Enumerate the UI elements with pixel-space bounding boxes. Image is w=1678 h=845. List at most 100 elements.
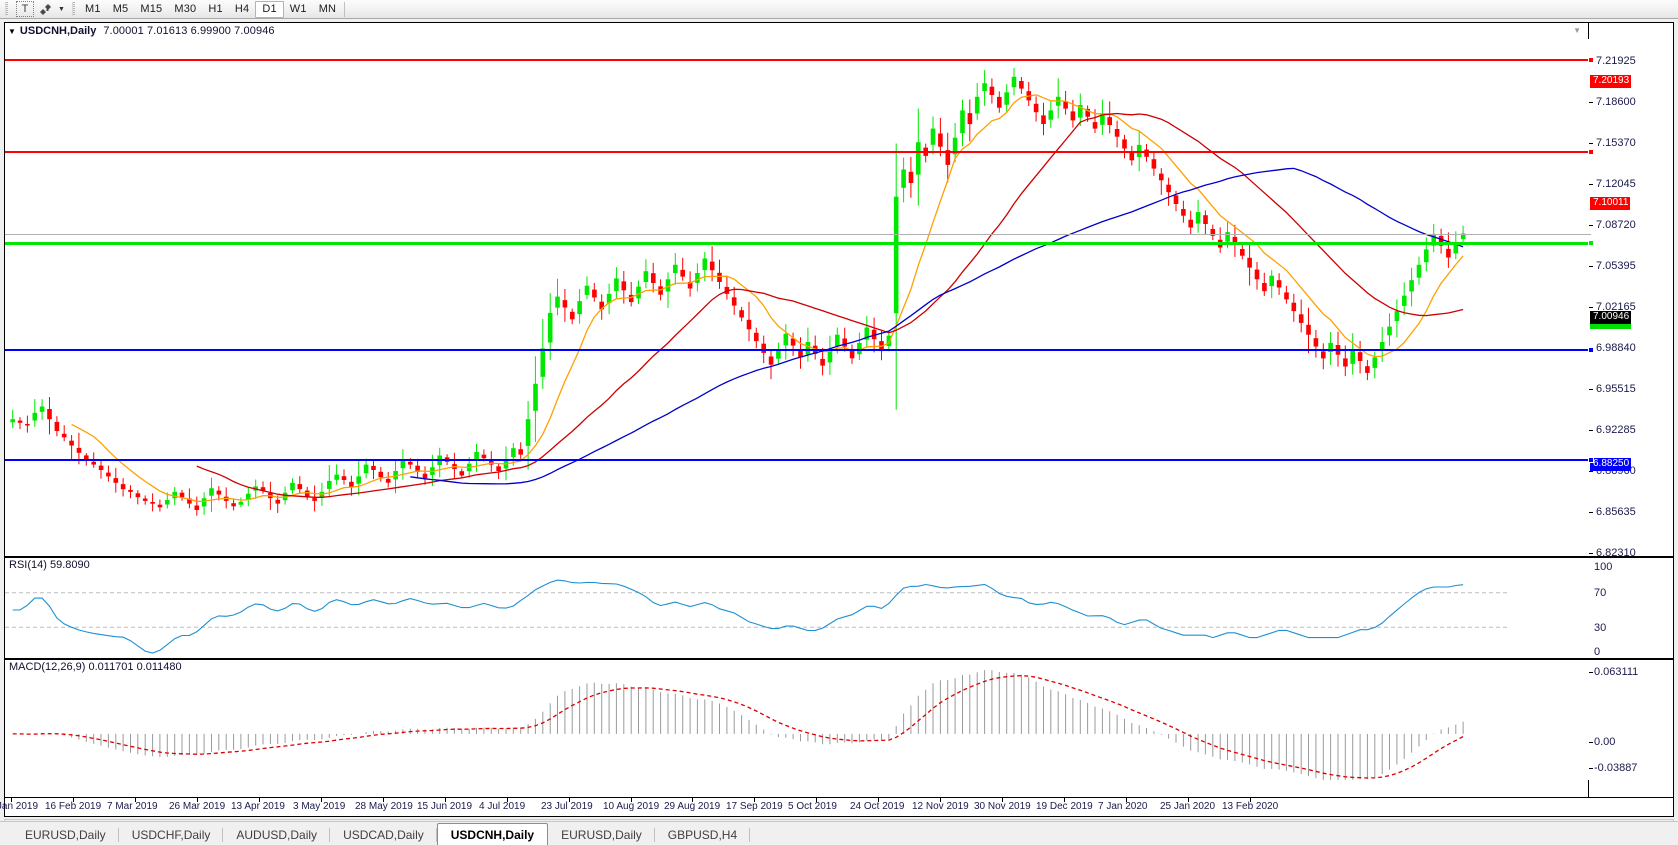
price-axis-tick [1589,553,1593,554]
price-axis-tick [1589,266,1593,267]
timeframe-mn[interactable]: MN [318,3,337,15]
macd-axis-label: -0.03887 [1594,762,1638,774]
date-axis-label: 17 Sep 2019 [726,801,783,812]
level-handle[interactable] [1588,57,1594,63]
chart-collapse-icon[interactable]: ▼ [1573,26,1581,35]
price-axis-tick [1589,143,1593,144]
tab-eurusd-daily-2[interactable]: EURUSD,Daily [548,825,655,845]
date-axis-tick [507,798,508,802]
timeframe-m15[interactable]: M15 [140,3,163,15]
date-axis-tick [569,798,570,802]
date-axis-tick [940,798,941,802]
date-axis-label: 10 Aug 2019 [603,801,660,812]
main-toolbar: T ▼ M1 M5 M15 M30 H1 H4 D1 W1 MN [0,0,1678,19]
rsi-axis-label: 70 [1594,587,1607,599]
chart-symbol-header: ▼ USDCNH,Daily 7.00001 7.01613 6.99900 7… [5,23,1673,39]
price-axis-label: 7.21925 [1596,55,1636,67]
level-line-7.10011[interactable] [5,149,1594,155]
rsi-chart-canvas[interactable] [5,558,1507,658]
tab-usdcad-daily[interactable]: USDCAD,Daily [330,825,437,845]
timeframe-m30[interactable]: M30 [174,3,197,15]
chart-frame[interactable]: ▼ USDCNH,Daily 7.00001 7.01613 6.99900 7… [0,22,1674,817]
price-axis-label: 7.02165 [1596,301,1636,313]
rsi-panel[interactable] [5,558,1673,658]
date-axis[interactable]: 29 Jan 2019 16 Feb 2019 7 Mar 2019 26 Mar 2… [0,797,1673,816]
timeframe-h1[interactable]: H1 [208,3,223,15]
date-axis-label: 16 Feb 2019 [45,801,102,812]
level-handle[interactable] [1588,457,1594,463]
price-axis-label: 7.18600 [1596,96,1636,108]
price-axis-tick [1589,389,1593,390]
tab-usdcnh-daily[interactable]: USDCNH,Daily [436,823,549,845]
level-line-7.20193[interactable] [5,57,1594,63]
tab-audusd-daily[interactable]: AUDUSD,Daily [223,825,330,845]
chart-menu-caret-icon[interactable]: ▼ [8,26,16,36]
date-axis-label: 23 Jul 2019 [541,801,593,812]
level-line-6.8825[interactable] [5,347,1594,353]
price-panel[interactable] [5,39,1673,556]
date-axis-tick [259,798,260,802]
macd-label: MACD(12,26,9) 0.011701 0.011480 [9,661,182,673]
date-axis-tick [73,798,74,802]
dropdown-arrow-icon[interactable]: ▼ [56,6,67,13]
toolbar-grip[interactable] [5,2,8,16]
price-axis-label: 6.98840 [1596,342,1636,354]
macd-chart-canvas[interactable] [5,660,1507,780]
date-axis-label: 24 Oct 2019 [850,801,905,812]
divider-price-rsi [5,556,1673,558]
price-axis-tick [1589,225,1593,226]
price-axis-label: 7.05395 [1596,260,1636,272]
tab-usdchf-daily[interactable]: USDCHF,Daily [119,825,224,845]
date-axis-label: 13 Apr 2019 [231,801,285,812]
timeframe-w1[interactable]: W1 [289,3,307,15]
divider-rsi-macd [5,658,1673,660]
date-axis-tick [11,798,12,802]
date-axis-label: 28 May 2019 [355,801,413,812]
macd-axis: 0.063111 0.00 -0.03887 [1589,660,1673,780]
date-axis-tick [135,798,136,802]
date-axis-tick [321,798,322,802]
level-line-7.00029[interactable] [5,240,1594,246]
chart-tab-bar[interactable]: EURUSD,Daily USDCHF,Daily AUDUSD,Daily U… [0,821,1678,845]
macd-axis-label: 0.063111 [1594,666,1639,678]
price-axis-label: 6.88960 [1596,465,1636,477]
indicators-glyph [39,3,51,15]
rsi-axis-label: 0 [1594,646,1601,658]
timeframe-grip[interactable] [72,2,75,16]
price-axis[interactable]: 7.21925 7.18600 7.15370 7.12045 7.08720 7.053… [1589,39,1673,764]
price-axis-label: 6.85635 [1596,506,1636,518]
timeframe-m5[interactable]: M5 [112,3,129,15]
timeframe-h4[interactable]: H4 [234,3,250,15]
indicators-icon[interactable] [34,0,56,18]
rsi-label: RSI(14) 59.8090 [9,559,90,571]
date-axis-label: 5 Oct 2019 [788,801,837,812]
timeframe-d1[interactable]: D1 [255,0,284,18]
timeframe-m1[interactable]: M1 [85,3,101,15]
text-tool-glyph: T [21,3,29,15]
price-axis-tick [1589,184,1593,185]
date-axis-tick [197,798,198,802]
date-axis-tick [1188,798,1189,802]
tab-eurusd-daily-1[interactable]: EURUSD,Daily [12,825,119,845]
macd-axis-label: 0.00 [1594,736,1616,748]
tab-gbpusd-h4[interactable]: GBPUSD,H4 [655,825,751,845]
date-axis-tick [878,798,879,802]
rsi-axis: 100 70 30 0 [1589,558,1673,658]
date-axis-label: 12 Nov 2019 [912,801,969,812]
rsi-axis-label: 30 [1594,622,1607,634]
dropdown-arrow-glyph: ▼ [58,5,65,13]
level-line-6.76171[interactable] [5,457,1594,463]
price-axis-label: 7.15370 [1596,137,1636,149]
text-tool-icon[interactable]: T [16,1,34,17]
rsi-axis-label: 100 [1594,561,1613,573]
price-axis-tick [1589,307,1593,308]
price-chart-canvas[interactable] [5,39,1507,556]
level-handle[interactable] [1588,240,1594,246]
price-axis-label: 6.82310 [1596,547,1636,559]
macd-panel[interactable] [5,660,1673,780]
level-handle[interactable] [1588,347,1594,353]
level-handle[interactable] [1588,149,1594,155]
date-axis-label: 29 Aug 2019 [664,801,721,812]
date-axis-tick [1250,798,1251,802]
date-axis-tick [445,798,446,802]
